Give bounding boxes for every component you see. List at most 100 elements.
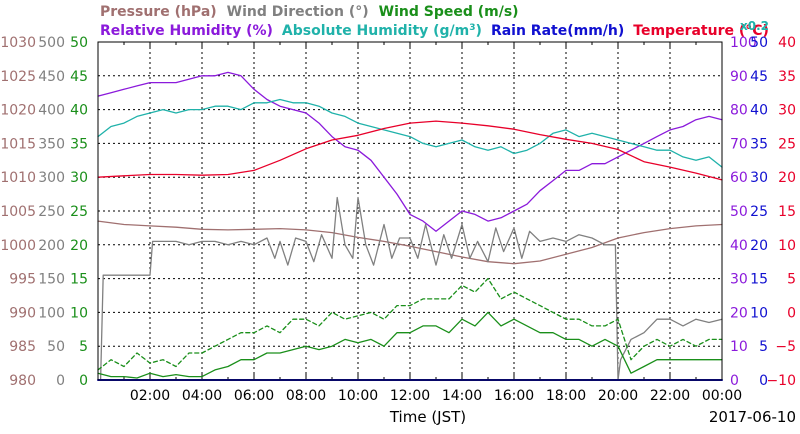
series-temperature <box>97 120 723 181</box>
temperature-tick-8: 30 <box>778 103 796 119</box>
rain_rate-tick-3: 15 <box>750 272 768 288</box>
x-tick-label-3: 08:00 <box>286 388 326 404</box>
title-3-35: Temperature (°C) <box>633 23 769 39</box>
x-tick-label-6: 14:00 <box>442 388 482 404</box>
pressure-tick-4: 1000 <box>0 238 36 254</box>
wind_speed-tick-7: 35 <box>70 136 88 152</box>
rain_rate-tick-7: 35 <box>750 136 768 152</box>
rain_rate-tick-5: 25 <box>750 204 768 220</box>
pressure-tick-0: 980 <box>9 373 36 389</box>
wind_speed-tick-0: 0 <box>79 373 88 389</box>
pressure-tick-9: 1025 <box>0 69 36 85</box>
x-tick-label-8: 18:00 <box>546 388 586 404</box>
relative_humidity-tick-5: 50 <box>730 204 748 220</box>
x-tick-label-5: 12:00 <box>390 388 430 404</box>
pressure-tick-6: 1010 <box>0 170 36 186</box>
pressure-tick-2: 990 <box>9 305 36 321</box>
relative_humidity-tick-10: 100 <box>730 35 757 51</box>
relative_humidity-tick-6: 60 <box>730 170 748 186</box>
title-1-35: Absolute Humidity (g/m3) <box>282 23 482 39</box>
wind_speed-tick-3: 15 <box>70 272 88 288</box>
temperature-tick-10: 40 <box>778 35 796 51</box>
pressure-tick-5: 1005 <box>0 204 36 220</box>
wind_speed-tick-5: 25 <box>70 204 88 220</box>
series-relative-humidity <box>97 71 723 232</box>
x-axis: 02:00 04:00 06:00 08:00 10:00 12:00 14:00 16:00… <box>130 388 796 426</box>
wind_direction-tick-9: 450 <box>38 69 65 85</box>
pressure-tick-10: 1030 <box>0 35 36 51</box>
rain_rate-tick-2: 10 <box>750 305 768 321</box>
right-axes: 0102030405060708090100051015202530354045… <box>730 35 796 389</box>
wind_direction-tick-0: 0 <box>56 373 65 389</box>
wind_speed-tick-6: 30 <box>70 170 88 186</box>
wind_direction-tick-2: 100 <box>38 305 65 321</box>
title-1-16: Wind Direction (°) <box>227 4 369 20</box>
title-0-16: Pressure (hPa) <box>100 4 217 20</box>
wind_speed-tick-4: 20 <box>70 238 88 254</box>
rain_rate-tick-6: 30 <box>750 170 768 186</box>
relative_humidity-tick-2: 20 <box>730 305 748 321</box>
rain_rate-tick-8: 40 <box>750 103 768 119</box>
series-wind-direction <box>99 196 723 381</box>
wind_direction-tick-10: 500 <box>38 35 65 51</box>
wind_speed-tick-1: 5 <box>79 339 88 355</box>
wind_direction-tick-8: 400 <box>38 103 65 119</box>
x-tick-label-0: 02:00 <box>130 388 170 404</box>
rain_rate-tick-0: 0 <box>759 373 768 389</box>
rain_rate-tick-10: 50 <box>750 35 768 51</box>
relative_humidity-tick-8: 80 <box>730 103 748 119</box>
x-axis-label: Time (JST) <box>389 408 466 426</box>
plot-frame <box>97 41 723 381</box>
relative_humidity-tick-7: 70 <box>730 136 748 152</box>
pressure-tick-3: 995 <box>9 272 36 288</box>
series-pressure <box>97 220 723 265</box>
pressure-tick-1: 985 <box>9 339 36 355</box>
x-tick-label-10: 22:00 <box>650 388 690 404</box>
x-tick-label-4: 10:00 <box>338 388 378 404</box>
temperature-tick-4: 10 <box>778 238 796 254</box>
series-wind-speed <box>97 311 723 379</box>
rain_rate-tick-1: 5 <box>759 339 768 355</box>
relative_humidity-tick-0: 0 <box>730 373 739 389</box>
title-2-35: Rain Rate(mm/h) <box>491 23 624 39</box>
rain_rate-tick-4: 20 <box>750 238 768 254</box>
left-axes: 9809859909951000100510101015102010251030… <box>0 35 88 389</box>
wind_direction-tick-5: 250 <box>38 204 65 220</box>
temperature-tick-5: 15 <box>778 204 796 220</box>
title-0-35: Relative Humidity (%) <box>100 23 273 39</box>
temperature-tick-2: 0 <box>787 305 796 321</box>
wind_direction-tick-1: 50 <box>47 339 65 355</box>
relative_humidity-tick-4: 40 <box>730 238 748 254</box>
series-absolute-humidity <box>97 98 723 168</box>
temperature-tick-6: 20 <box>778 170 796 186</box>
wind_speed-tick-9: 45 <box>70 69 88 85</box>
relative_humidity-tick-9: 90 <box>730 69 748 85</box>
pressure-tick-8: 1020 <box>0 103 36 119</box>
wind_speed-tick-10: 50 <box>70 35 88 51</box>
wind_speed-tick-8: 40 <box>70 103 88 119</box>
temperature-tick-3: 5 <box>787 272 796 288</box>
x-tick-label-11: 00:00 <box>702 388 742 404</box>
temperature-tick-0: −10 <box>766 373 796 389</box>
temperature-tick-9: 35 <box>778 69 796 85</box>
pressure-tick-7: 1015 <box>0 136 36 152</box>
chart-titles: Pressure (hPa) Wind Direction (°) Wind Spe… <box>100 4 769 39</box>
grid-lines <box>97 42 723 380</box>
title-2-16: Wind Speed (m/s) <box>379 4 519 20</box>
rain_rate-tick-9: 45 <box>750 69 768 85</box>
wind_speed-tick-2: 10 <box>70 305 88 321</box>
x-tick-label-1: 04:00 <box>182 388 222 404</box>
wind_direction-tick-3: 150 <box>38 272 65 288</box>
wind_direction-tick-4: 200 <box>38 238 65 254</box>
date-label: 2017-06-10 <box>709 408 796 426</box>
temperature-tick-1: −5 <box>775 339 796 355</box>
x-tick-label-7: 16:00 <box>494 388 534 404</box>
ah-scale-note: x0.2 <box>740 19 769 33</box>
temperature-tick-7: 25 <box>778 136 796 152</box>
relative_humidity-tick-3: 30 <box>730 272 748 288</box>
x-tick-label-9: 20:00 <box>598 388 638 404</box>
relative_humidity-tick-1: 10 <box>730 339 748 355</box>
wind_direction-tick-7: 350 <box>38 136 65 152</box>
series-wind-speed-gust <box>97 277 723 371</box>
